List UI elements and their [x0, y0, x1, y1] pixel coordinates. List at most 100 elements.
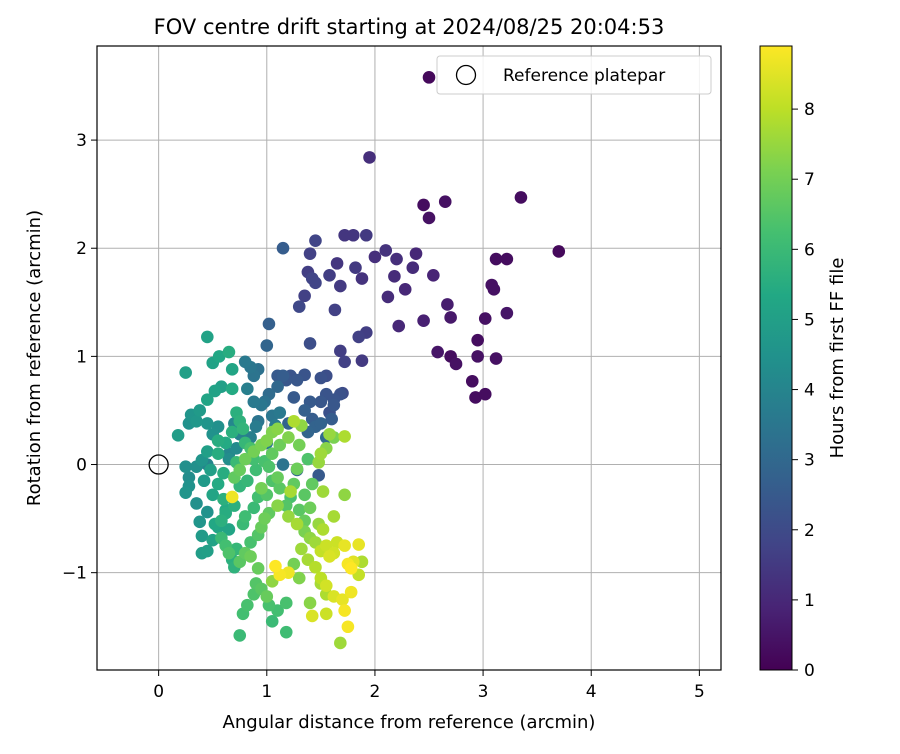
- data-point: [238, 510, 252, 523]
- reference-point-marker: [148, 454, 169, 475]
- data-point: [201, 544, 214, 558]
- colorbar-tick-label: 5: [804, 310, 815, 330]
- x-tick-label: 3: [478, 682, 489, 702]
- data-point: [179, 486, 192, 499]
- data-point: [195, 529, 209, 543]
- data-point: [206, 488, 220, 502]
- data-point: [279, 499, 293, 512]
- data-point: [244, 550, 257, 563]
- data-point: [298, 404, 311, 417]
- x-axis-label: Angular distance from reference (arcmin): [223, 712, 596, 733]
- data-point: [265, 447, 279, 461]
- colorbar-gradient: [759, 45, 793, 671]
- data-point: [338, 430, 351, 443]
- data-point: [255, 482, 268, 495]
- y-tick-label: 1: [76, 347, 87, 367]
- data-point: [251, 562, 265, 575]
- y-tick-label: −1: [62, 564, 87, 584]
- data-point: [431, 345, 444, 359]
- data-point: [314, 371, 328, 385]
- data-point: [233, 463, 247, 477]
- data-point: [282, 431, 295, 444]
- data-point: [438, 195, 452, 209]
- data-point: [444, 311, 457, 324]
- data-point: [327, 510, 341, 523]
- x-tick-label: 1: [261, 682, 272, 702]
- data-point: [190, 497, 203, 510]
- data-point: [465, 374, 479, 388]
- data-point: [325, 412, 338, 426]
- legend-entry-label: Reference platepar: [503, 66, 665, 86]
- data-point: [211, 477, 225, 491]
- data-point: [204, 463, 217, 477]
- data-point: [309, 276, 322, 290]
- data-point: [179, 460, 192, 473]
- plot-frame: [96, 45, 722, 671]
- data-point: [303, 501, 317, 515]
- data-point: [347, 228, 360, 242]
- data-point: [514, 191, 528, 204]
- data-point: [292, 571, 306, 585]
- data-point: [338, 228, 351, 242]
- data-point: [238, 452, 252, 466]
- data-point: [338, 355, 351, 369]
- data-point: [323, 427, 336, 441]
- data-point: [290, 517, 304, 531]
- data-point: [290, 462, 304, 476]
- y-axis-label: Rotation from reference (arcmin): [24, 210, 45, 506]
- data-point: [312, 469, 325, 482]
- data-point: [179, 366, 192, 379]
- data-point: [305, 609, 319, 623]
- data-point: [406, 261, 420, 274]
- colorbar-tick-label: 8: [804, 100, 815, 120]
- data-point: [500, 252, 514, 266]
- data-point: [236, 422, 250, 436]
- x-axis-ticks: 0 1 2 3 4 5: [153, 670, 705, 702]
- colorbar-ticks: 0 1 2 3 4 5 6 7 8: [792, 100, 815, 681]
- data-point: [390, 252, 403, 266]
- data-point: [233, 629, 247, 642]
- data-point: [262, 460, 276, 473]
- data-point: [217, 466, 230, 480]
- data-point: [309, 560, 322, 574]
- data-point: [225, 490, 239, 504]
- colorbar-tick-label: 7: [804, 170, 815, 190]
- data-point: [225, 363, 239, 376]
- data-point: [305, 477, 319, 491]
- data-point: [398, 283, 412, 296]
- y-axis-ticks: −1 0 1 2 3: [62, 131, 97, 584]
- data-point: [241, 382, 254, 396]
- data-point: [316, 523, 330, 536]
- data-point: [225, 382, 239, 396]
- data-point: [269, 559, 282, 573]
- x-tick-label: 0: [153, 682, 164, 702]
- data-point: [292, 503, 306, 517]
- data-point: [258, 512, 271, 525]
- data-point: [279, 596, 293, 610]
- data-point: [303, 247, 317, 260]
- data-point: [249, 420, 263, 433]
- data-point: [222, 345, 236, 359]
- data-point: [262, 317, 276, 331]
- data-point: [271, 499, 284, 512]
- data-point: [487, 283, 501, 296]
- data-point: [241, 474, 254, 488]
- data-point: [338, 488, 351, 502]
- data-point: [417, 314, 430, 327]
- data-point: [352, 538, 366, 551]
- data-point: [260, 339, 274, 352]
- colorbar: 0 1 2 3 4 5 6 7 8 Hours from first FF file: [759, 45, 848, 681]
- data-point: [327, 398, 341, 412]
- data-point: [201, 330, 214, 344]
- data-point: [287, 391, 301, 404]
- y-tick-label: 0: [76, 456, 87, 476]
- data-point: [271, 380, 284, 393]
- data-point: [344, 585, 358, 599]
- data-point: [249, 463, 263, 477]
- data-points: [171, 71, 566, 650]
- data-point: [319, 579, 333, 592]
- data-point: [303, 337, 317, 350]
- data-point: [355, 354, 369, 368]
- colorbar-label: Hours from first FF file: [827, 258, 848, 459]
